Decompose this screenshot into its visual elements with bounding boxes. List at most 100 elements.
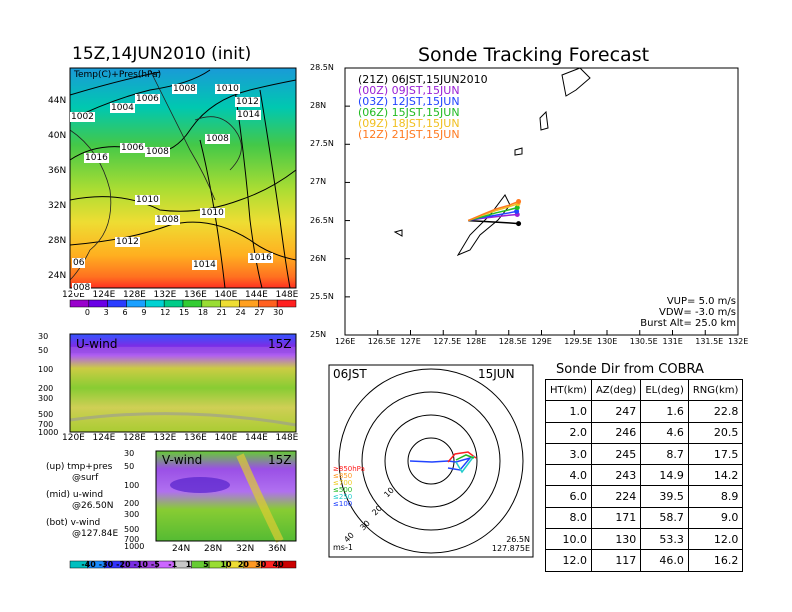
table-cell: 247 <box>590 400 642 423</box>
note-line: (up) tmp+pres <box>46 462 113 472</box>
track-legend-item: (09Z) 18JST,15JUN <box>358 117 460 130</box>
lon-tick: 127.5E <box>433 337 462 346</box>
colorbar-swatch <box>239 299 259 308</box>
pressure-tick: 700 <box>124 535 140 544</box>
u-panel-label: U-wind <box>76 337 118 351</box>
isobar-label: 1014 <box>236 110 261 120</box>
lat-tick: 24N <box>48 271 67 281</box>
polar-date: 15JUN <box>478 367 515 381</box>
v-panel-label: V-wind <box>162 453 203 467</box>
lon-tick: 126.5E <box>367 337 396 346</box>
wind-colorbar-tick: -40 <box>81 560 96 569</box>
isobar-label: 1010 <box>135 195 160 205</box>
lat-tick: 40N <box>48 131 67 141</box>
table-cell: 171 <box>590 506 642 530</box>
pressure-tick: 500 <box>124 525 140 534</box>
height-key-item: ≤250 <box>333 493 353 501</box>
pressure-tick: 700 <box>38 420 54 429</box>
table-cell: 8.7 <box>640 442 689 466</box>
wind-colorbar <box>69 560 297 569</box>
isobar-label: 06 <box>72 258 86 268</box>
lat-tick: 28.5N <box>310 63 334 72</box>
lon-tick: 131E <box>662 337 683 346</box>
table-cell: 16.2 <box>687 549 744 572</box>
lon-tick: 120E <box>62 290 85 300</box>
wind-colorbar-tick: -20 <box>116 560 131 569</box>
colorbar-swatch <box>182 299 203 308</box>
lon-tick: 127E <box>400 337 421 346</box>
sonde-dir-header: HT(km) AZ(deg) EL(deg) RNG(km) <box>545 378 744 402</box>
wind-colorbar-tick: -1 <box>168 560 178 569</box>
isobar-label: 1008 <box>155 215 180 225</box>
table-cell: 117 <box>590 549 642 572</box>
isobar-label: 1014 <box>192 260 217 270</box>
table-cell: 4.6 <box>640 421 689 444</box>
isobar-label: 1010 <box>215 84 240 94</box>
sonde-dir-table: HT(km) AZ(deg) EL(deg) RNG(km) 1.0 247 1.6 22.… <box>545 378 744 572</box>
table-cell: 9.0 <box>687 506 744 530</box>
track-legend-item: (21Z) 06JST,15JUN2010 <box>358 73 488 86</box>
wind-colorbar-tick: 40 <box>272 560 284 569</box>
track-legend-item: (03Z) 12JST,15JUN <box>358 95 460 108</box>
colorbar-tick: 21 <box>216 308 227 317</box>
table-cell: 14.2 <box>687 464 744 487</box>
table-cell: 58.7 <box>640 506 689 530</box>
track-line <box>467 206 518 222</box>
isobar-label: 1006 <box>120 143 145 153</box>
polar-time: 06JST <box>333 367 367 381</box>
height-key-item: ≤500 <box>333 486 353 494</box>
colorbar-swatch <box>126 299 146 308</box>
table-cell: 3.0 <box>545 442 592 466</box>
colorbar-swatch <box>145 299 165 308</box>
height-key-item: ≤100 <box>333 500 353 508</box>
colorbar-tick: 9 <box>141 308 147 317</box>
lon-tick: 148E <box>275 290 299 300</box>
track-legend-item: (06Z) 15JST,15JUN <box>358 106 460 119</box>
pressure-tick: 200 <box>38 384 54 393</box>
note-line: (mid) u-wind <box>46 490 104 500</box>
dir-col-header: RNG(km) <box>687 378 744 402</box>
polar-plot <box>328 364 534 558</box>
table-cell: 224 <box>590 485 642 508</box>
v-panel-time: 15Z <box>268 453 292 467</box>
wind-colorbar-tick: 20 <box>237 560 249 569</box>
polar-unit: ms-1 <box>333 543 353 552</box>
table-cell: 243 <box>590 464 642 487</box>
track-endpoint <box>514 205 520 211</box>
dir-col-header: EL(deg) <box>640 378 689 402</box>
colorbar-tick: 24 <box>235 308 246 317</box>
table-cell: 1.0 <box>545 400 592 423</box>
lon-tick: 140E <box>214 290 238 300</box>
table-cell: 1.6 <box>640 400 689 423</box>
colorbar-swatch <box>258 299 278 308</box>
table-cell: 53.3 <box>640 528 689 551</box>
isobar-label: 1012 <box>115 237 140 247</box>
isobar-label: 1008 <box>145 147 170 157</box>
table-cell: 46.0 <box>640 549 689 572</box>
height-key-item: ≤700 <box>333 479 353 487</box>
lat-tick: 27.5N <box>310 139 334 149</box>
note-sub: @127.84E <box>72 529 119 539</box>
v-wind-panel <box>155 450 297 543</box>
note-sub: @surf <box>72 473 99 483</box>
param-line: VUP= 5.0 m/s <box>666 296 736 307</box>
pressure-tick: 100 <box>124 481 140 490</box>
table-row: 1.0 247 1.6 22.8 <box>545 400 744 423</box>
wind-colorbar-tick: 1 <box>185 560 192 569</box>
lat-tick: 28N <box>48 236 67 246</box>
wind-colorbar-tick: 10 <box>220 560 232 569</box>
colorbar-tick: 15 <box>179 308 190 317</box>
colorbar-swatch <box>201 299 221 308</box>
lon-tick: 124E <box>92 433 116 443</box>
u-panel-time: 15Z <box>268 337 292 351</box>
isobar-label: 1012 <box>235 97 260 107</box>
note-line: (bot) v-wind <box>46 518 101 528</box>
pressure-tick: 30 <box>124 449 135 458</box>
table-cell: 4.0 <box>545 464 592 487</box>
colorbar-tick: 3 <box>103 308 109 317</box>
lon-tick: 120E <box>62 433 85 443</box>
launch-params: VUP= 5.0 m/s VDW= -3.0 m/s Burst Alt= 25.0… <box>640 296 736 329</box>
wind-colorbar-tick: -10 <box>133 560 148 569</box>
track-legend-item: (00Z) 09JST,15JUN <box>358 84 460 97</box>
lon-tick: 126E <box>335 337 356 346</box>
